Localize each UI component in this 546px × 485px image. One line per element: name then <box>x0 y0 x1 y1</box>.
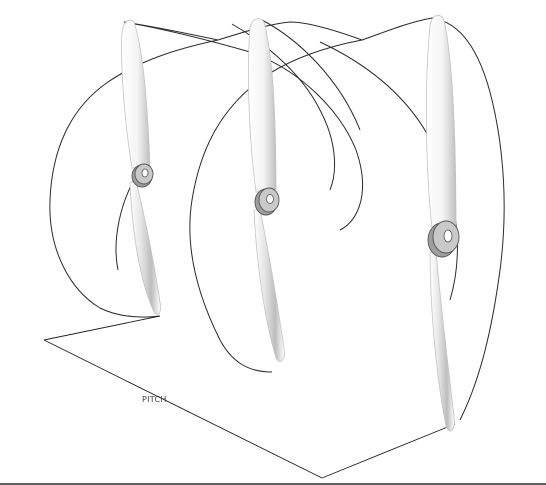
propeller-1-hub-hole <box>141 168 149 178</box>
helix-inner-2 <box>249 51 363 231</box>
propeller-1 <box>121 19 161 315</box>
pitch-label: PITCH <box>142 395 167 404</box>
propeller-2-lower-blade <box>253 209 285 362</box>
propeller-2 <box>248 18 285 362</box>
helix-loop-1 <box>49 21 219 318</box>
dimension-extension-right <box>321 423 456 479</box>
helix-tail <box>261 19 361 131</box>
propeller-3-upper-blade <box>425 14 457 229</box>
propeller-1-lower-blade <box>129 181 161 315</box>
propeller-3-lower-blade <box>429 251 455 432</box>
helix-crossing-1 <box>123 21 251 53</box>
pitch-dimension: PITCH <box>43 315 456 479</box>
propeller-1-upper-blade <box>121 19 151 169</box>
helix-loop-3 <box>361 17 505 421</box>
propeller-3 <box>425 14 460 432</box>
propeller-2-hub-hole <box>266 194 274 204</box>
dimension-line-main <box>43 339 323 479</box>
helix-loop-2 <box>189 21 364 373</box>
dimension-extension-left <box>43 315 161 341</box>
propeller-3-hub-hole <box>443 229 453 243</box>
propeller-2-upper-blade <box>248 18 277 193</box>
helix-descend-2 <box>231 23 336 191</box>
